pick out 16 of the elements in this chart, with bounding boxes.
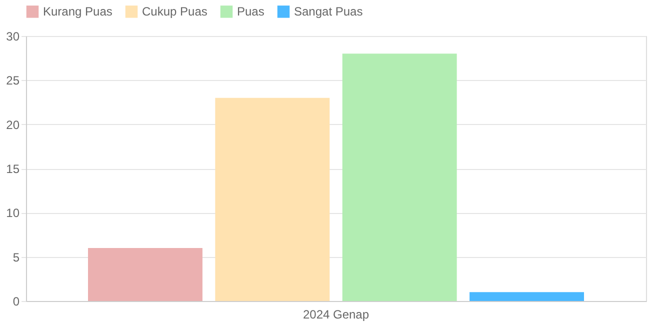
y-tick-label: 15 [6,162,20,176]
y-tick-label: 30 [6,30,20,44]
y-tick-label: 0 [12,294,20,308]
y-tick-label: 25 [6,74,20,88]
bar [470,292,584,301]
bar [215,98,330,301]
legend-label: Sangat Puas [294,4,363,19]
y-tick-label: 10 [6,206,20,220]
legend-label: Cukup Puas [142,4,208,19]
y-tick-label: 5 [12,250,20,264]
y-tick-label: 20 [6,118,20,132]
x-tick-label: 2024 Genap [302,308,370,322]
legend-label: Kurang Puas [43,4,112,19]
bar [88,248,202,301]
legend-label: Puas [237,4,264,19]
bar [342,54,457,301]
